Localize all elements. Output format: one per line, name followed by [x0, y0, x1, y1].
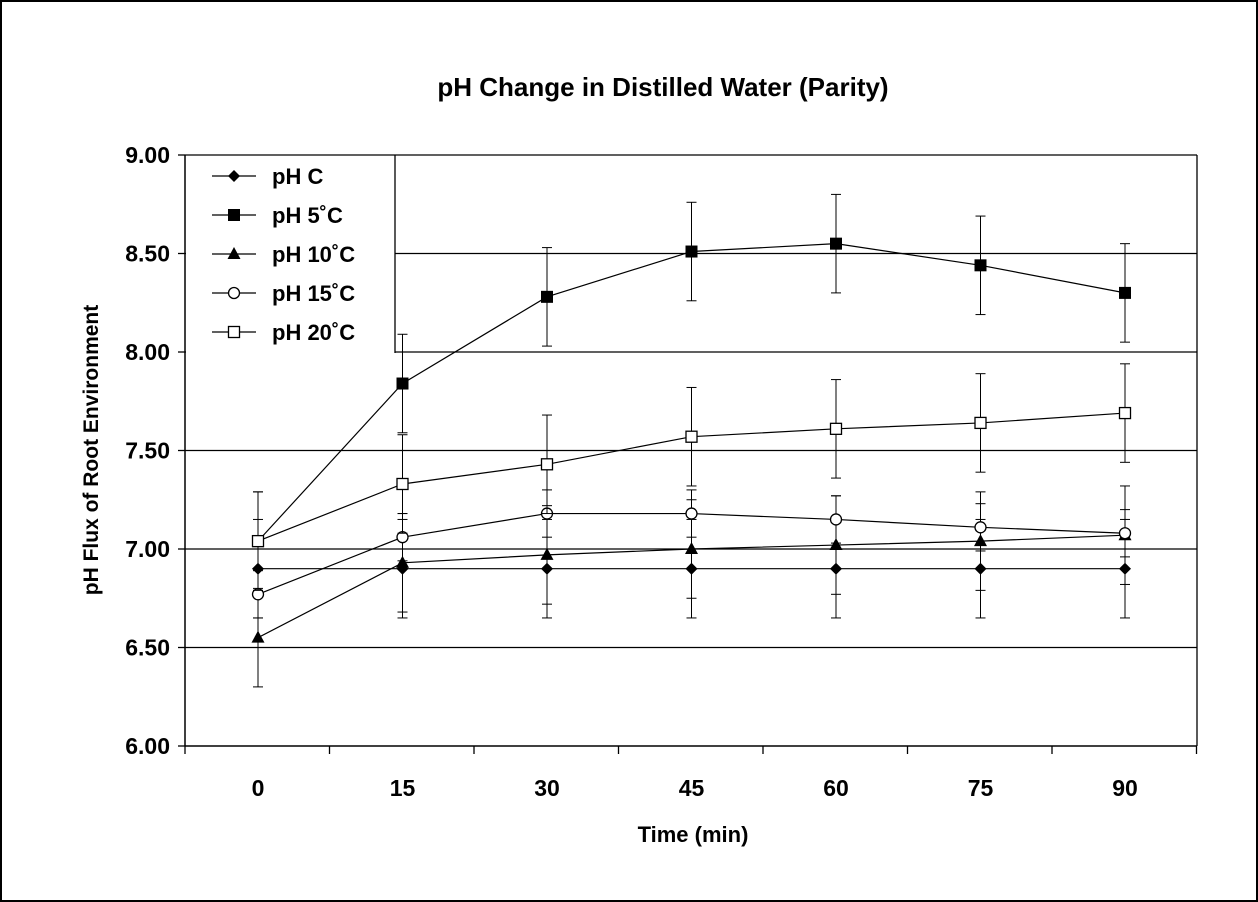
- legend-marker: [227, 247, 241, 259]
- legend-marker: [227, 286, 241, 300]
- legend-marker: [227, 325, 241, 339]
- legend: pH C pH 5˚C pH 10˚C pH 15˚C pH 20˚C: [186, 155, 396, 353]
- data-point: [829, 422, 843, 435]
- data-point: [829, 538, 843, 551]
- series-4: [251, 363, 1132, 591]
- x-tick-label: 75: [968, 775, 994, 801]
- data-point: [685, 542, 698, 554]
- axes: 6.00 6.50 7.00 7.50 8.00 8.50 9.00 0 15 30 45 60 75 9…: [125, 142, 1198, 801]
- data-point: [685, 507, 698, 520]
- y-axis-label: pH Flux of Root Environment: [80, 305, 103, 595]
- data-point: [685, 430, 698, 443]
- x-tick-label: 30: [534, 775, 560, 801]
- series-3: [251, 489, 1132, 619]
- data-point: [685, 245, 698, 258]
- data-point: [1118, 406, 1132, 420]
- x-tick-label: 0: [252, 775, 265, 801]
- data-point: [540, 458, 554, 471]
- legend-label: pH 20˚C: [272, 320, 355, 345]
- y-tick-label: 7.00: [125, 536, 170, 562]
- data-point: [1119, 286, 1131, 299]
- y-tick-label: 9.00: [125, 142, 170, 168]
- x-tick-label: 60: [823, 775, 849, 801]
- data-point: [541, 290, 553, 303]
- data-point: [974, 521, 987, 534]
- chart-title: pH Change in Distilled Water (Parity): [437, 72, 888, 102]
- data-point: [1118, 527, 1132, 540]
- y-tick-label: 8.00: [125, 339, 170, 365]
- y-tick-label: 6.50: [125, 635, 170, 661]
- data-point: [396, 377, 409, 390]
- legend-label: pH 10˚C: [272, 242, 355, 267]
- y-tick-label: 6.00: [125, 733, 170, 759]
- data-point: [251, 630, 265, 643]
- legend-marker: [228, 170, 240, 182]
- data-point: [396, 477, 409, 491]
- data-point: [251, 534, 265, 548]
- x-tick-label: 15: [390, 775, 416, 801]
- series-layer: [251, 193, 1132, 688]
- legend-label: pH 15˚C: [272, 281, 355, 306]
- y-tick-label: 7.50: [125, 438, 170, 464]
- data-point: [396, 555, 409, 568]
- data-point: [974, 416, 987, 430]
- data-point: [829, 513, 843, 526]
- legend-label: pH 5˚C: [272, 203, 343, 228]
- data-point: [974, 259, 987, 272]
- data-point: [830, 237, 842, 250]
- legend-marker: [228, 209, 240, 221]
- y-tick-label: 8.50: [125, 241, 170, 267]
- x-axis-label: Time (min): [638, 822, 749, 847]
- x-tick-label: 45: [679, 775, 705, 801]
- legend-label: pH C: [272, 164, 323, 189]
- x-tick-label: 90: [1112, 775, 1138, 801]
- data-point: [540, 547, 554, 560]
